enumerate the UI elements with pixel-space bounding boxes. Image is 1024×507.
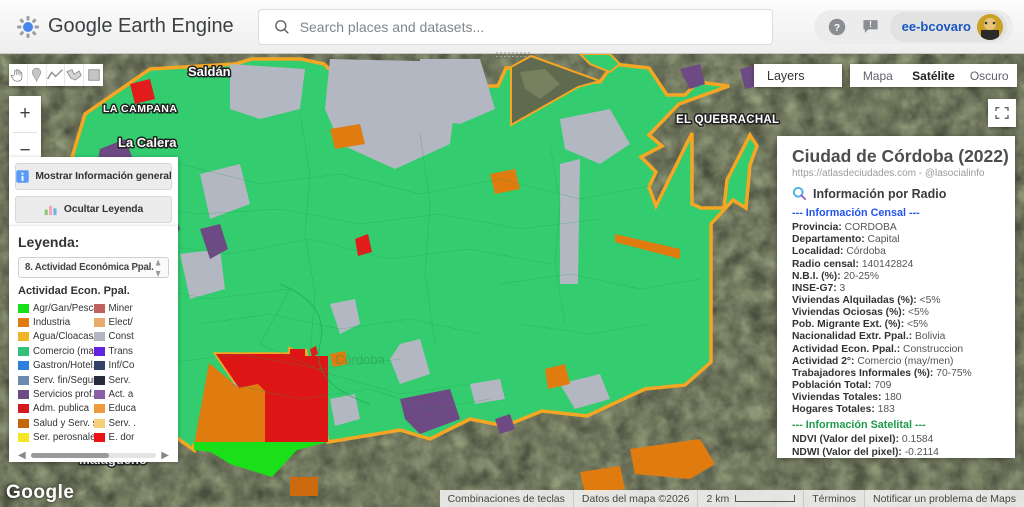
svg-text:!: ! <box>869 19 872 29</box>
svg-text:LA CAMPANA: LA CAMPANA <box>103 103 177 115</box>
svg-text:Saldán: Saldán <box>188 64 231 79</box>
svg-text:?: ? <box>833 21 839 33</box>
svg-text:EL QUEBRACHAL: EL QUEBRACHAL <box>676 114 779 126</box>
svg-text:Córdoba: Córdoba <box>335 352 386 367</box>
svg-text:La Calera: La Calera <box>118 135 177 150</box>
